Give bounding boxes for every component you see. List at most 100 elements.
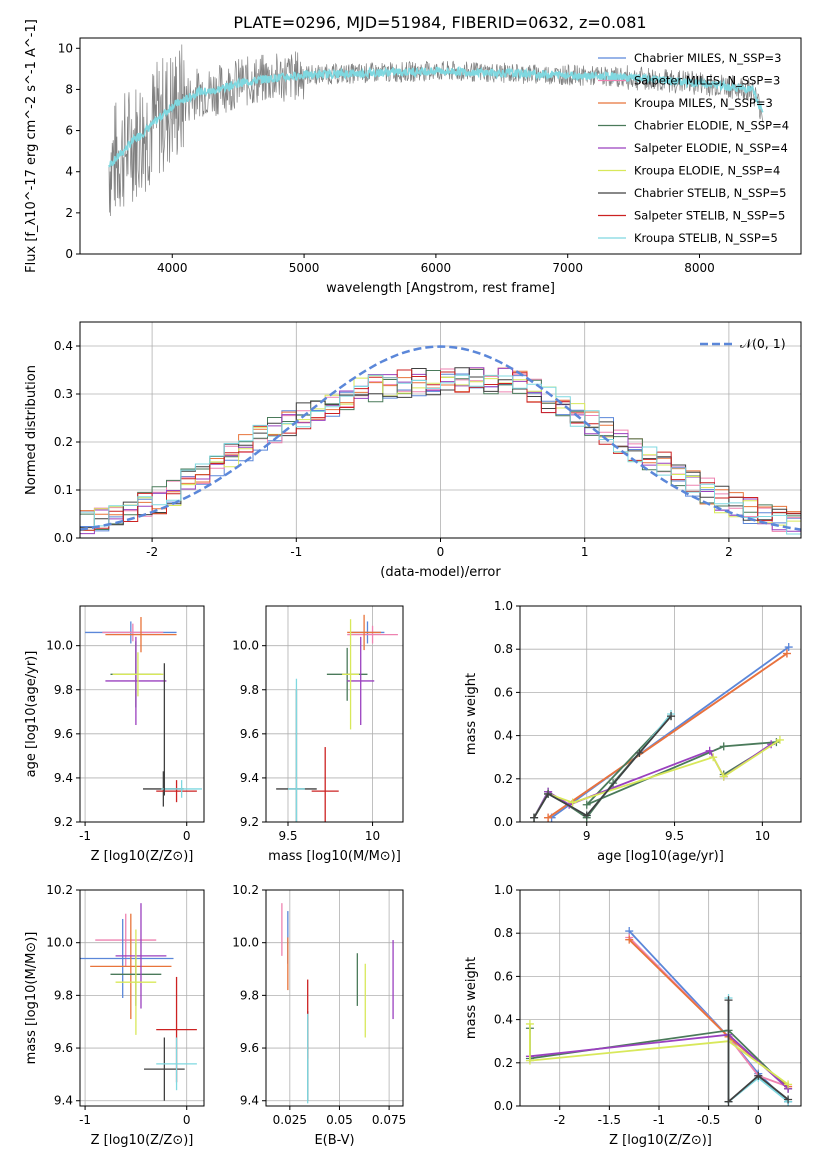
x-tick-label: 0	[183, 1113, 191, 1127]
series-point	[667, 712, 676, 721]
y-axis-label: mass weight	[464, 957, 479, 1039]
x-tick-label: 10	[365, 829, 380, 843]
y-tick-label: 9.4	[54, 771, 73, 785]
x-tick-label: -2	[146, 545, 158, 559]
series-point	[525, 1019, 534, 1028]
x-tick-label: 9	[583, 829, 591, 843]
x-tick-label: 7000	[552, 261, 583, 275]
legend-entry: 𝒩(0, 1)	[740, 336, 786, 351]
y-tick-label: 0.2	[54, 435, 73, 449]
y-tick-label: 9.6	[240, 727, 259, 741]
series-point	[544, 789, 553, 798]
series-point	[782, 649, 791, 658]
histogram-series	[80, 367, 801, 535]
y-tick-label: 9.8	[54, 988, 73, 1002]
y-tick-label: 9.8	[240, 988, 259, 1002]
plot-frame	[79, 37, 802, 255]
series-line	[533, 715, 672, 819]
plot-frame	[265, 605, 404, 823]
y-axis-label: Flux [f_λ10^-17 erg cm^-2 s^-1 A^-1]	[24, 19, 39, 273]
y-tick-label: 9.6	[54, 1041, 73, 1055]
legend-entry: Salpeter MILES, N_SSP=3	[634, 74, 780, 88]
series-point	[625, 935, 634, 944]
x-tick-label: -1	[290, 545, 302, 559]
y-tick-label: 0.2	[494, 772, 513, 786]
x-tick-label: 2	[725, 545, 733, 559]
legend-entry: Chabrier MILES, N_SSP=3	[634, 51, 781, 65]
legend-entry: Chabrier STELIB, N_SSP=5	[634, 186, 786, 200]
histogram-series	[80, 367, 801, 529]
x-tick-label: 8000	[684, 261, 715, 275]
x-tick-label: -0.5	[697, 1113, 720, 1127]
y-tick-label: 0.0	[494, 1099, 513, 1113]
histogram-series	[80, 369, 801, 531]
y-tick-label: 8	[65, 82, 73, 96]
y-tick-label: 0.0	[54, 531, 73, 545]
y-tick-label: 10.0	[46, 936, 73, 950]
normal-curve	[80, 345, 801, 531]
series-point	[525, 1056, 534, 1065]
x-tick-label: -1	[79, 829, 91, 843]
x-tick-label: 9.5	[665, 829, 684, 843]
y-tick-label: 1.0	[494, 599, 513, 613]
y-tick-label: 9.4	[240, 1094, 259, 1108]
y-tick-label: 9.4	[240, 771, 259, 785]
y-tick-label: 0	[65, 247, 73, 261]
series-point	[705, 746, 714, 755]
series-point	[724, 1097, 733, 1106]
figure-title: PLATE=0296, MJD=51984, FIBERID=0632, z=0…	[233, 13, 646, 32]
plot-frame	[79, 889, 205, 1107]
y-tick-label: 9.6	[240, 1041, 259, 1055]
panel-massweight-vs-age: 9 9.5 10 0.0 0.2 0.4 0.6 0.8 1.0 age [log10(age/y…	[464, 599, 802, 864]
panel-mass-vs-ebv: 0.025 0.05 0.075 9.4 9.6 9.8 10.0 10.2 E(B-V)	[232, 883, 406, 1148]
series-point	[719, 742, 728, 751]
series-point	[530, 813, 539, 822]
x-axis-label: E(B-V)	[314, 1133, 354, 1148]
y-tick-label: 0.6	[494, 685, 513, 699]
y-tick-label: 0.4	[54, 339, 73, 353]
panel-age-vs-mass: 9.5 10 9.2 9.4 9.6 9.8 10.0 mass [log10(M/M⊙)]	[232, 605, 404, 864]
plot-frame	[519, 605, 802, 823]
y-tick-label: 0.8	[494, 926, 513, 940]
x-tick-label: 4000	[157, 261, 188, 275]
plot-frame	[79, 321, 802, 539]
x-tick-label: -1	[79, 1113, 91, 1127]
series-line	[547, 652, 788, 819]
y-axis-label: Normed distribution	[24, 365, 39, 495]
x-tick-label: -1.5	[598, 1113, 621, 1127]
panel-age-vs-Z: -1 0 9.2 9.4 9.6 9.8 10.0 Z [log10(Z/Z⊙)] age [l…	[24, 605, 205, 864]
x-tick-label: 0.025	[273, 1113, 307, 1127]
y-tick-label: 0.6	[494, 969, 513, 983]
series-point	[784, 1095, 793, 1104]
x-tick-label: 5000	[289, 261, 320, 275]
y-tick-label: 9.2	[54, 815, 73, 829]
x-axis-label: age [log10(age/yr)]	[597, 849, 724, 864]
series-point	[582, 811, 591, 820]
panel-massweight-vs-Z: -2 -1.5 -1 -0.5 0 0.0 0.2 0.4 0.6 0.8 1.0 Z [log10(…	[464, 883, 802, 1148]
y-tick-label: 10.0	[46, 639, 73, 653]
y-axis-label: mass weight	[464, 673, 479, 755]
x-tick-label: 0	[754, 1113, 762, 1127]
y-tick-label: 4	[65, 165, 73, 179]
legend-entry: Kroupa MILES, N_SSP=3	[634, 96, 773, 110]
y-tick-label: 9.2	[240, 815, 259, 829]
y-tick-label: 10.2	[46, 883, 73, 897]
x-axis-label: Z [log10(Z/Z⊙)]	[91, 1133, 194, 1148]
series-point	[582, 800, 591, 809]
legend-entry: Chabrier ELODIE, N_SSP=4	[634, 119, 789, 133]
y-axis-label: mass [log10(M/M⊙)]	[24, 932, 39, 1065]
y-tick-label: 6	[65, 124, 73, 138]
y-tick-label: 9.6	[54, 727, 73, 741]
y-tick-label: 0.1	[54, 483, 73, 497]
series-point	[784, 643, 793, 652]
x-tick-label: 9.5	[278, 829, 297, 843]
x-axis-label: Z [log10(Z/Z⊙)]	[91, 849, 194, 864]
y-tick-label: 0.4	[494, 1013, 513, 1027]
series-point	[784, 1080, 793, 1089]
y-axis-label: age [log10(age/yr)]	[24, 651, 39, 778]
y-tick-label: 10	[58, 41, 73, 55]
legend: Chabrier MILES, N_SSP=3 Salpeter MILES, N…	[598, 51, 789, 245]
y-tick-label: 2	[65, 206, 73, 220]
legend-entry: Kroupa ELODIE, N_SSP=4	[634, 164, 780, 178]
